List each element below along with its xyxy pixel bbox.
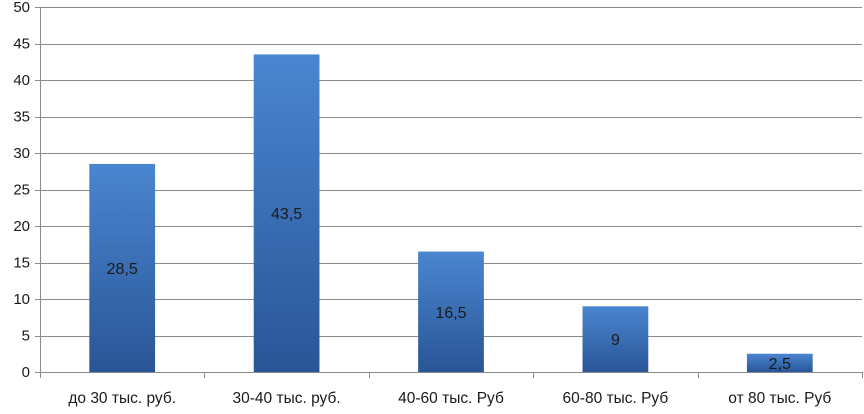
x-tick-label: 40-60 тыс. Руб bbox=[398, 390, 504, 407]
y-tick-label: 15 bbox=[13, 255, 30, 272]
x-tick-label: 60-80 тыс. Руб bbox=[563, 390, 669, 407]
gridlines bbox=[40, 7, 862, 337]
y-tick-label: 10 bbox=[13, 291, 30, 308]
bar bbox=[746, 353, 813, 372]
data-label: 9 bbox=[611, 332, 620, 349]
bar bbox=[253, 54, 320, 372]
x-tick-label: 30-40 тыс. руб. bbox=[233, 390, 341, 407]
data-label: 43,5 bbox=[271, 206, 302, 223]
y-tick-label: 25 bbox=[13, 182, 30, 199]
data-label: 2,5 bbox=[769, 356, 791, 373]
x-tick-label: от 80 тыс. Руб bbox=[728, 390, 831, 407]
y-tick-label: 30 bbox=[13, 145, 30, 162]
y-tick-label: 50 bbox=[13, 0, 30, 16]
labels: 0 5 10 15 20 25 30 35 40 45 50 28,5 до 30 тыс. руб. 4… bbox=[13, 0, 831, 407]
x-tick-label: до 30 тыс. руб. bbox=[68, 390, 176, 407]
y-tick-label: 20 bbox=[13, 218, 30, 235]
y-tick-label: 0 bbox=[22, 364, 30, 381]
y-tick-label: 5 bbox=[22, 328, 30, 345]
data-label: 28,5 bbox=[107, 261, 138, 278]
y-tick-label: 45 bbox=[13, 36, 30, 53]
axes bbox=[35, 7, 863, 378]
bars bbox=[89, 54, 813, 372]
bar bbox=[89, 163, 156, 372]
bar bbox=[418, 251, 484, 372]
data-label: 16,5 bbox=[435, 305, 466, 322]
y-tick-label: 35 bbox=[13, 109, 30, 126]
bar bbox=[582, 306, 649, 372]
y-tick-label: 40 bbox=[13, 72, 30, 89]
